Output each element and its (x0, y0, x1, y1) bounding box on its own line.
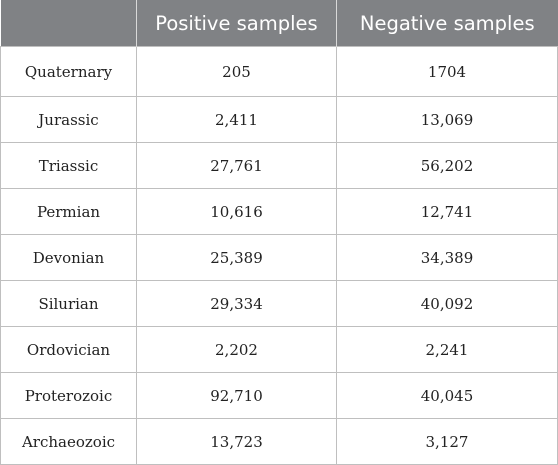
period-cell: Quaternary (0, 46, 137, 97)
positive-cell: 13,723 (136, 418, 337, 465)
table-row: Jurassic 2,411 13,069 (0, 96, 558, 143)
negative-cell: 3,127 (336, 418, 558, 465)
negative-cell: 12,741 (336, 188, 558, 235)
negative-cell: 34,389 (336, 234, 558, 281)
positive-cell: 92,710 (136, 372, 337, 419)
period-cell: Jurassic (0, 96, 137, 143)
table-row: Ordovician 2,202 2,241 (0, 326, 558, 373)
period-cell: Permian (0, 188, 137, 235)
header-cell-negative-samples: Negative samples (336, 0, 558, 47)
table-body: Quaternary 205 1704 Jurassic 2,411 13,06… (0, 46, 558, 465)
table-row: Proterozoic 92,710 40,045 (0, 372, 558, 419)
table-row: Archaeozoic 13,723 3,127 (0, 418, 558, 465)
positive-cell: 2,202 (136, 326, 337, 373)
period-cell: Silurian (0, 280, 137, 327)
table-header: Positive samples Negative samples (0, 0, 558, 47)
table-row: Permian 10,616 12,741 (0, 188, 558, 235)
table-row: Silurian 29,334 40,092 (0, 280, 558, 327)
header-cell-positive-samples: Positive samples (136, 0, 337, 47)
negative-cell: 2,241 (336, 326, 558, 373)
positive-cell: 27,761 (136, 142, 337, 189)
positive-cell: 25,389 (136, 234, 337, 281)
negative-cell: 40,092 (336, 280, 558, 327)
negative-cell: 40,045 (336, 372, 558, 419)
period-cell: Triassic (0, 142, 137, 189)
table-row: Devonian 25,389 34,389 (0, 234, 558, 281)
positive-cell: 10,616 (136, 188, 337, 235)
period-cell: Devonian (0, 234, 137, 281)
positive-cell: 2,411 (136, 96, 337, 143)
negative-cell: 1704 (336, 46, 558, 97)
negative-cell: 56,202 (336, 142, 558, 189)
period-cell: Ordovician (0, 326, 137, 373)
header-row: Positive samples Negative samples (0, 0, 558, 47)
period-cell: Archaeozoic (0, 418, 137, 465)
positive-cell: 205 (136, 46, 337, 97)
table-row: Quaternary 205 1704 (0, 46, 558, 97)
table-row: Triassic 27,761 56,202 (0, 142, 558, 189)
period-cell: Proterozoic (0, 372, 137, 419)
negative-cell: 13,069 (336, 96, 558, 143)
positive-cell: 29,334 (136, 280, 337, 327)
header-cell-period (0, 0, 137, 47)
